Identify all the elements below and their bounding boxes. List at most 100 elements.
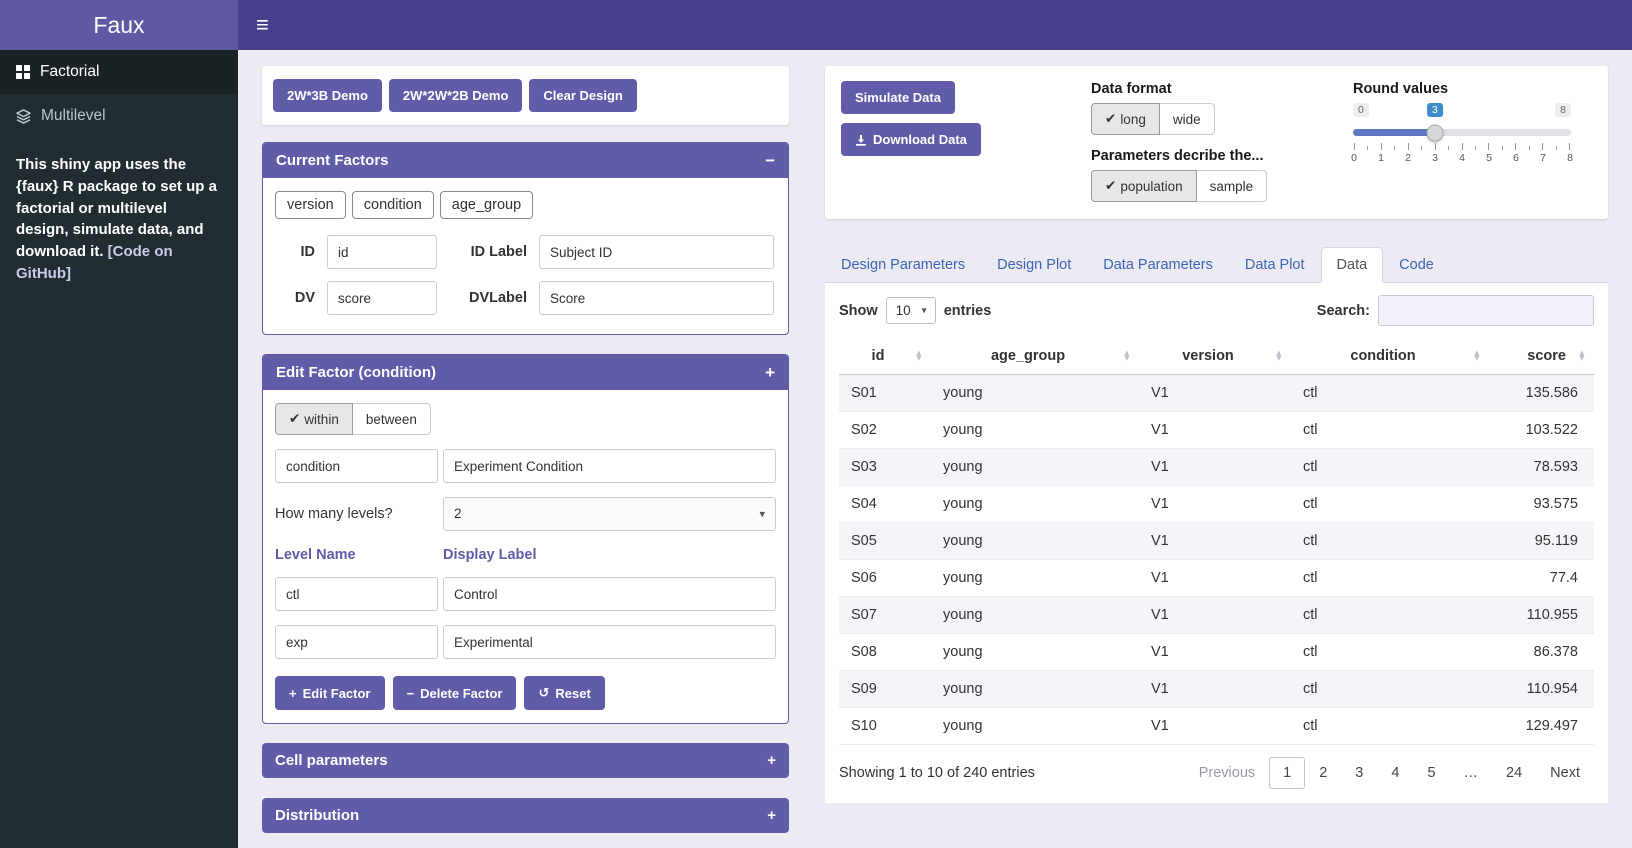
cell-parameters-panel-header[interactable]: Cell parameters + — [262, 743, 789, 778]
factor-chip-list: version condition age_group — [275, 191, 776, 219]
tab-data[interactable]: Data — [1320, 247, 1384, 283]
factor-display-input[interactable] — [443, 449, 776, 483]
pagination-next[interactable]: Next — [1550, 765, 1580, 781]
pagination-page-5[interactable]: 5 — [1427, 765, 1436, 781]
show-label: Show — [839, 302, 878, 319]
cell-condition: ctl — [1291, 670, 1489, 708]
table-row: S06 young V1 ctl 77.4 — [839, 559, 1594, 597]
factor-chip-condition[interactable]: condition — [351, 191, 434, 219]
within-button[interactable]: ✔ within — [275, 403, 353, 435]
dv-label-input[interactable] — [539, 281, 774, 315]
sidebar: Factorial Multilevel This shiny app uses… — [0, 50, 238, 848]
cell-version: V1 — [1139, 633, 1291, 671]
column-header-condition[interactable]: condition ▲ ▼ — [1291, 338, 1489, 375]
download-icon — [856, 134, 866, 146]
collapse-plus-icon: + — [767, 752, 776, 769]
tab-code[interactable]: Code — [1399, 257, 1434, 273]
column-header-label: condition — [1350, 348, 1416, 364]
datatable-controls: Show 10 ▾ entries Search: — [839, 295, 1594, 326]
tab-data-plot[interactable]: Data Plot — [1244, 257, 1305, 273]
column-header-version[interactable]: version ▲ ▼ — [1139, 338, 1291, 375]
long-button[interactable]: ✔ long — [1091, 103, 1160, 135]
cell-age-group: young — [931, 448, 1139, 486]
pagination-page-1[interactable]: 1 — [1269, 757, 1306, 789]
pagination-previous[interactable]: Previous — [1198, 765, 1256, 781]
slider-min-badge: 0 — [1353, 103, 1369, 117]
cell-id: S06 — [839, 559, 931, 597]
level-row — [275, 577, 776, 611]
data-tab-panel: Show 10 ▾ entries Search: id ▲ ▼ age_gr — [825, 283, 1608, 803]
factor-chip-age-group[interactable]: age_group — [439, 191, 534, 219]
sidebar-item-multilevel[interactable]: Multilevel — [0, 94, 238, 138]
between-button[interactable]: between — [351, 403, 431, 435]
slider-tick-label: 5 — [1486, 152, 1492, 164]
slider-tick-label: 3 — [1432, 152, 1438, 164]
cell-id: S01 — [839, 374, 931, 412]
navbar: ≡ — [238, 0, 1632, 50]
cell-age-group: young — [931, 485, 1139, 523]
distribution-panel-header[interactable]: Distribution + — [262, 798, 789, 833]
pagination-page-2[interactable]: 2 — [1319, 765, 1328, 781]
slider-track[interactable] — [1353, 124, 1571, 141]
levels-select[interactable]: 2 ▾ — [443, 497, 776, 531]
round-values-slider[interactable]: 0 3 8 0 1 2 3 — [1351, 103, 1573, 164]
delete-factor-button[interactable]: − Delete Factor — [392, 676, 517, 710]
pagination-page-4[interactable]: 4 — [1391, 765, 1400, 781]
population-button[interactable]: ✔ population — [1091, 170, 1197, 202]
column-header-age-group[interactable]: age_group ▲ ▼ — [931, 338, 1139, 375]
sidebar-item-label: Multilevel — [41, 107, 106, 124]
github-link[interactable]: [Code on GitHub] — [16, 243, 173, 282]
wide-button[interactable]: wide — [1158, 103, 1215, 135]
minus-icon: − — [406, 685, 415, 701]
edit-factor-button[interactable]: + Edit Factor — [275, 676, 385, 710]
slider-handle[interactable] — [1426, 124, 1444, 141]
data-table: id ▲ ▼ age_group ▲ ▼ version ▲ ▼ condition ▲ ▼ s… — [839, 338, 1594, 745]
cell-id: S03 — [839, 448, 931, 486]
brand-logo[interactable]: Faux — [0, 0, 238, 50]
current-factors-header[interactable]: Current Factors − — [263, 143, 788, 178]
clear-design-button[interactable]: Clear Design — [529, 79, 637, 112]
sample-button[interactable]: sample — [1195, 170, 1268, 202]
column-header-score[interactable]: score ▲ ▼ — [1489, 338, 1594, 375]
level-name-input-1[interactable] — [275, 577, 438, 611]
cell-id: S04 — [839, 485, 931, 523]
level-label-input-2[interactable] — [443, 625, 776, 659]
simulate-data-button[interactable]: Simulate Data — [841, 81, 955, 114]
faux-package-name: {faux} — [16, 177, 59, 195]
cell-score: 86.378 — [1489, 633, 1594, 671]
download-data-button[interactable]: Download Data — [841, 123, 981, 156]
display-label-header: Display Label — [443, 547, 537, 563]
factor-chip-version[interactable]: version — [275, 191, 346, 219]
id-input[interactable] — [327, 235, 437, 269]
sidebar-toggle-button[interactable]: ≡ — [238, 12, 287, 38]
tab-data-parameters[interactable]: Data Parameters — [1103, 257, 1213, 273]
demo-buttons-card: 2W*3B Demo 2W*2W*2B Demo Clear Design — [262, 66, 789, 125]
pagination-page-3[interactable]: 3 — [1355, 765, 1364, 781]
cell-version: V1 — [1139, 411, 1291, 449]
dv-input[interactable] — [327, 281, 437, 315]
table-row: S05 young V1 ctl 95.119 — [839, 522, 1594, 560]
tab-design-plot[interactable]: Design Plot — [997, 257, 1072, 273]
entries-count-select[interactable]: 10 ▾ — [885, 297, 936, 324]
factor-name-input[interactable] — [275, 449, 438, 483]
current-factors-panel: Current Factors − version condition age_… — [262, 142, 789, 335]
panel-title: Distribution — [275, 807, 360, 824]
column-header-id[interactable]: id ▲ ▼ — [839, 338, 931, 375]
table-row: S10 young V1 ctl 129.497 — [839, 707, 1594, 745]
pagination-page-24[interactable]: 24 — [1506, 765, 1523, 781]
level-name-input-2[interactable] — [275, 625, 438, 659]
edit-factor-button-label: Edit Factor — [302, 685, 371, 701]
level-label-input-1[interactable] — [443, 577, 776, 611]
search-input[interactable] — [1378, 295, 1594, 326]
sidebar-item-factorial[interactable]: Factorial — [0, 50, 238, 94]
edit-factor-header[interactable]: Edit Factor (condition) + — [263, 355, 788, 390]
reset-button[interactable]: ↺ Reset — [524, 676, 605, 710]
cell-score: 77.4 — [1489, 559, 1594, 597]
cell-version: V1 — [1139, 707, 1291, 745]
id-label-input[interactable] — [539, 235, 774, 269]
sample-label: sample — [1209, 178, 1254, 194]
demo-2w2w2b-button[interactable]: 2W*2W*2B Demo — [388, 79, 523, 112]
tab-design-parameters[interactable]: Design Parameters — [841, 257, 966, 273]
demo-2w3b-button[interactable]: 2W*3B Demo — [273, 79, 382, 112]
round-values-label: Round values — [1353, 81, 1449, 97]
